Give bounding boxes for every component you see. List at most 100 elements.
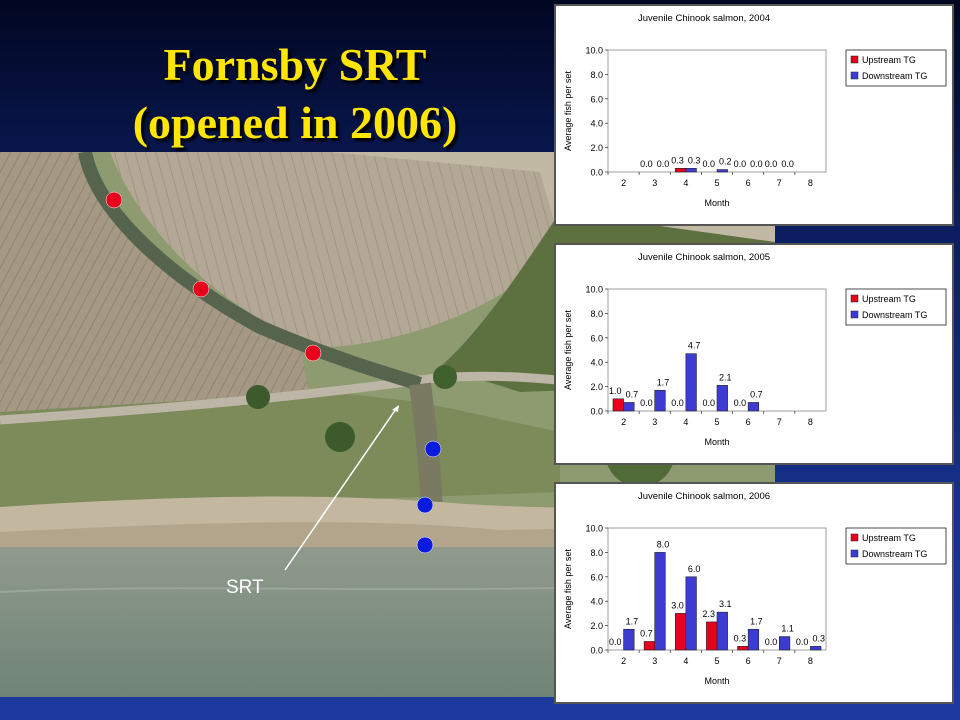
legend-swatch bbox=[850, 71, 859, 80]
chart-title: Juvenile Chinook salmon, 2006 bbox=[638, 491, 770, 502]
data-label: 1.1 bbox=[781, 624, 794, 634]
data-label: 0.0 bbox=[609, 637, 622, 647]
downstream-bar bbox=[654, 389, 666, 412]
downstream-bar bbox=[623, 402, 635, 412]
legend-label: Downstream TG bbox=[862, 71, 927, 81]
chart-title: Juvenile Chinook salmon, 2004 bbox=[638, 13, 770, 24]
data-label: 0.0 bbox=[734, 398, 747, 408]
x-tick-label: 7 bbox=[777, 417, 782, 427]
x-tick-label: 2 bbox=[621, 656, 626, 666]
data-label: 0.0 bbox=[702, 159, 715, 169]
data-label: 0.0 bbox=[796, 637, 809, 647]
y-tick-label: 2.0 bbox=[590, 382, 603, 392]
srt-arrow-head bbox=[392, 405, 399, 412]
data-label: 0.0 bbox=[750, 159, 763, 169]
x-tick-label: 8 bbox=[808, 656, 813, 666]
legend-swatch bbox=[850, 533, 859, 542]
data-label: 1.7 bbox=[750, 616, 763, 626]
y-axis-label: Average fish per set bbox=[563, 71, 573, 151]
downstream-bar bbox=[685, 353, 697, 412]
upstream-bar bbox=[706, 621, 718, 651]
slide-title: Fornsby SRT (opened in 2006) bbox=[60, 36, 530, 152]
upstream-bar bbox=[612, 398, 624, 412]
x-axis-label: Month bbox=[704, 198, 729, 208]
y-tick-label: 0.0 bbox=[590, 646, 603, 656]
data-label: 0.0 bbox=[640, 398, 653, 408]
y-tick-label: 2.0 bbox=[590, 143, 603, 153]
data-label: 0.3 bbox=[671, 155, 684, 165]
data-label: 0.0 bbox=[702, 398, 715, 408]
data-label: 0.7 bbox=[750, 389, 763, 399]
data-label: 1.7 bbox=[657, 377, 670, 387]
title-line-2: (opened in 2006) bbox=[132, 97, 458, 148]
x-tick-label: 7 bbox=[777, 178, 782, 188]
y-tick-label: 4.0 bbox=[590, 358, 603, 368]
downstream-bar bbox=[716, 385, 728, 412]
x-axis-label: Month bbox=[704, 676, 729, 686]
x-tick-label: 4 bbox=[683, 417, 688, 427]
y-axis-label: Average fish per set bbox=[563, 549, 573, 629]
y-tick-label: 10.0 bbox=[585, 46, 603, 56]
downstream-bar bbox=[810, 646, 822, 651]
legend-box bbox=[845, 527, 947, 565]
x-axis-label: Month bbox=[704, 437, 729, 447]
x-tick-label: 6 bbox=[746, 656, 751, 666]
y-tick-label: 0.0 bbox=[590, 407, 603, 417]
chart-2006: Juvenile Chinook salmon, 2006 0.0 2.0 4.0 6.… bbox=[554, 482, 954, 704]
x-tick-label: 4 bbox=[683, 178, 688, 188]
upstream-bar bbox=[737, 646, 749, 651]
data-label: 3.0 bbox=[671, 600, 684, 610]
x-tick-label: 6 bbox=[746, 178, 751, 188]
upstream-marker bbox=[304, 344, 322, 362]
legend-swatch bbox=[850, 310, 859, 319]
x-tick-label: 5 bbox=[714, 178, 719, 188]
legend-box bbox=[845, 288, 947, 326]
data-label: 1.0 bbox=[609, 386, 622, 396]
downstream-bar bbox=[716, 611, 728, 651]
chart-2005: Juvenile Chinook salmon, 2005 0.0 2.0 4.0 6.… bbox=[554, 243, 954, 465]
downstream-bar bbox=[716, 169, 728, 173]
data-label: 0.0 bbox=[657, 159, 670, 169]
plot-area bbox=[607, 49, 827, 173]
downstream-marker bbox=[416, 496, 434, 514]
data-label: 3.1 bbox=[719, 599, 732, 609]
legend-box bbox=[845, 49, 947, 87]
chart-2004: Juvenile Chinook salmon, 2004 0.0 2.0 4.0 6.… bbox=[554, 4, 954, 226]
x-tick-label: 3 bbox=[652, 417, 657, 427]
y-tick-label: 0.0 bbox=[590, 168, 603, 178]
x-tick-label: 5 bbox=[714, 417, 719, 427]
data-label: 2.1 bbox=[719, 372, 732, 382]
data-label: 2.3 bbox=[702, 609, 715, 619]
downstream-bar bbox=[685, 576, 697, 651]
downstream-bar bbox=[623, 628, 635, 651]
y-tick-label: 4.0 bbox=[590, 119, 603, 129]
downstream-bar bbox=[747, 628, 760, 651]
x-tick-label: 4 bbox=[683, 656, 688, 666]
upstream-marker bbox=[105, 191, 123, 209]
legend-swatch bbox=[850, 55, 859, 64]
chart-title: Juvenile Chinook salmon, 2005 bbox=[638, 252, 770, 263]
srt-arrow-line bbox=[284, 408, 397, 571]
legend-label: Downstream TG bbox=[862, 549, 927, 559]
legend-label: Upstream TG bbox=[862, 294, 916, 304]
x-tick-label: 5 bbox=[714, 656, 719, 666]
y-tick-label: 8.0 bbox=[590, 548, 603, 558]
srt-label: SRT bbox=[226, 577, 264, 598]
downstream-marker bbox=[424, 440, 442, 458]
y-axis-label: Average fish per set bbox=[563, 310, 573, 390]
downstream-bar bbox=[654, 552, 666, 651]
y-tick-label: 6.0 bbox=[590, 333, 603, 343]
upstream-marker bbox=[192, 280, 210, 298]
downstream-marker bbox=[416, 536, 434, 554]
x-tick-label: 3 bbox=[652, 178, 657, 188]
y-tick-label: 10.0 bbox=[585, 285, 603, 295]
x-tick-label: 8 bbox=[808, 178, 813, 188]
downstream-bar bbox=[778, 636, 791, 651]
title-line-1: Fornsby SRT bbox=[163, 39, 427, 90]
y-tick-label: 8.0 bbox=[590, 309, 603, 319]
y-tick-label: 6.0 bbox=[590, 94, 603, 104]
y-tick-label: 2.0 bbox=[590, 621, 603, 631]
data-label: 0.0 bbox=[734, 159, 747, 169]
x-tick-label: 7 bbox=[777, 656, 782, 666]
